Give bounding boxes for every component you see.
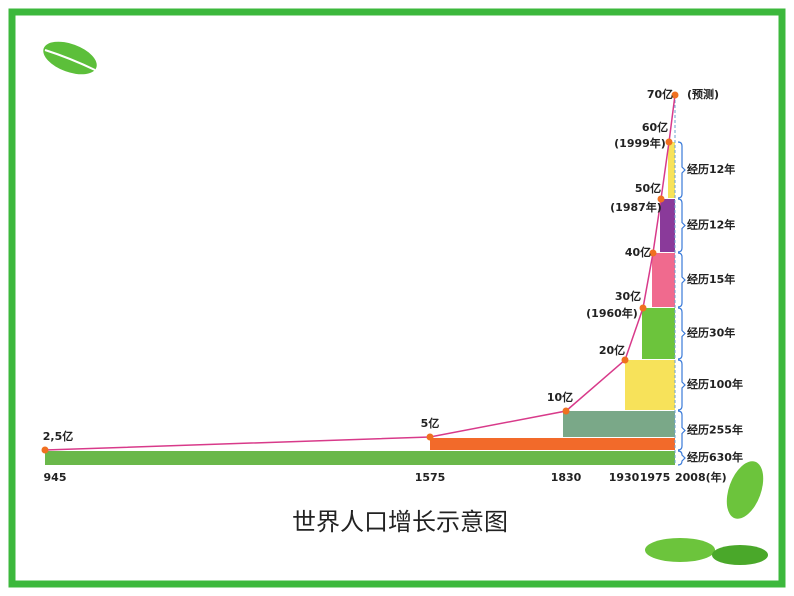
brace (677, 307, 686, 360)
point (562, 407, 570, 415)
point-label: 50亿 (635, 181, 661, 195)
title: 世界人口增长示意图 (292, 508, 508, 536)
brace (677, 198, 686, 253)
bar-255 (430, 438, 675, 450)
point-note: (预测) (687, 87, 719, 101)
leaf-bottom (645, 461, 768, 565)
point (426, 433, 434, 441)
point-year: (1960年) (586, 306, 638, 320)
year-label: 1930 (609, 471, 640, 484)
brace (677, 359, 686, 411)
span-label: 经历30年 (687, 326, 735, 340)
bar-15 (642, 308, 675, 359)
point-label: 70亿 (647, 87, 673, 101)
bar-12a (652, 253, 675, 307)
span-label: 经历15年 (687, 272, 735, 286)
span-label: 经历255年 (687, 423, 743, 437)
point (649, 249, 657, 257)
frame (8, 8, 786, 588)
brace (677, 252, 686, 308)
point (665, 138, 673, 146)
bar-12c (668, 142, 675, 198)
point-label: 60亿 (642, 120, 668, 134)
point (41, 446, 49, 454)
point-label: 10亿 (547, 390, 573, 404)
span-label: 经历12年 (687, 218, 735, 232)
span-label: 经历12年 (687, 162, 735, 176)
point (657, 195, 665, 203)
leaf-top (43, 41, 97, 75)
point (621, 356, 629, 364)
point-year: (1999年) (614, 136, 666, 150)
point-label: 20亿 (599, 343, 625, 357)
year-label: 945 (44, 471, 67, 484)
bar-630 (45, 451, 675, 465)
point-label: 40亿 (625, 245, 651, 259)
year-label: 1830 (551, 471, 582, 484)
bar-30 (625, 360, 675, 410)
bar-100 (563, 411, 675, 437)
span-label: 经历630年 (687, 450, 743, 464)
year-label: 2008(年) (675, 470, 727, 484)
year-label: 1975 (640, 471, 671, 484)
year-label: 1575 (415, 471, 446, 484)
point-label: 30亿 (615, 289, 641, 303)
bar-12b (660, 199, 675, 252)
brace (677, 141, 686, 199)
span-label: 经历100年 (687, 377, 743, 391)
point-year: (1987年) (610, 200, 662, 214)
point (671, 91, 679, 99)
point (639, 304, 647, 312)
point-label: 5亿 (421, 416, 440, 430)
brace (677, 450, 686, 466)
point-label: 2,5亿 (43, 429, 74, 443)
brace (677, 410, 686, 451)
